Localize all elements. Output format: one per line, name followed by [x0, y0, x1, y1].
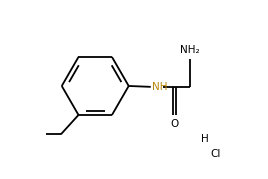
Text: H: H [201, 134, 209, 144]
Text: NH: NH [152, 82, 167, 92]
Text: NH₂: NH₂ [180, 45, 199, 55]
Text: O: O [170, 118, 178, 129]
Text: Cl: Cl [211, 149, 221, 159]
